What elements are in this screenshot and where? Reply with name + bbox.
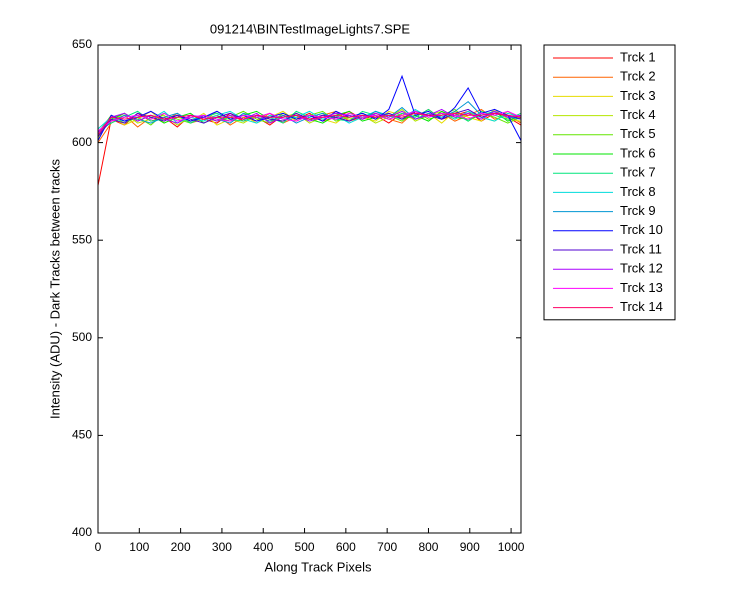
axes-frame	[97, 44, 522, 534]
x-tick-label: 100	[129, 540, 149, 554]
x-tick-label: 600	[336, 540, 356, 554]
series-line	[97, 108, 522, 130]
legend-label: Trck 9	[620, 203, 656, 218]
y-tick-label: 450	[72, 428, 92, 442]
series-line	[97, 112, 522, 136]
axes-box	[98, 45, 521, 533]
y-tick-label: 550	[72, 232, 92, 246]
legend-label: Trck 11	[620, 241, 662, 256]
x-tick-label: 400	[253, 540, 273, 554]
x-tick-label: 900	[460, 540, 480, 554]
x-axis-label: Along Track Pixels	[265, 559, 372, 574]
legend-label: Trck 1	[620, 49, 656, 64]
legend-label: Trck 7	[620, 165, 656, 180]
legend-label: Trck 3	[620, 88, 656, 103]
legend-label: Trck 6	[620, 145, 656, 160]
y-tick-label: 500	[72, 330, 92, 344]
series-line	[97, 110, 522, 132]
x-tick-label: 1000	[498, 540, 525, 554]
x-tick-label: 0	[95, 540, 102, 554]
y-axis-label: Intensity (ADU) - Dark Tracks between tr…	[47, 158, 62, 419]
legend-label: Trck 8	[620, 184, 656, 199]
x-tick-label: 500	[295, 540, 315, 554]
legend-box	[543, 44, 676, 321]
legend-label: Trck 10	[620, 222, 663, 237]
x-tick-label: 200	[171, 540, 191, 554]
x-tick-label: 700	[377, 540, 397, 554]
y-tick-label: 650	[72, 37, 92, 51]
x-tick-label: 300	[212, 540, 232, 554]
chart-title: 091214\BINTestImageLights7.SPE	[210, 21, 411, 36]
legend-label: Trck 14	[620, 299, 663, 314]
legend-label: Trck 2	[620, 69, 656, 84]
x-tick-label: 800	[418, 540, 438, 554]
y-tick-label: 400	[72, 525, 92, 539]
legend-label: Trck 13	[620, 280, 663, 295]
legend-label: Trck 12	[620, 261, 663, 276]
legend-label: Trck 4	[620, 107, 656, 122]
y-tick-label: 600	[72, 135, 92, 149]
legend-label: Trck 5	[620, 126, 656, 141]
